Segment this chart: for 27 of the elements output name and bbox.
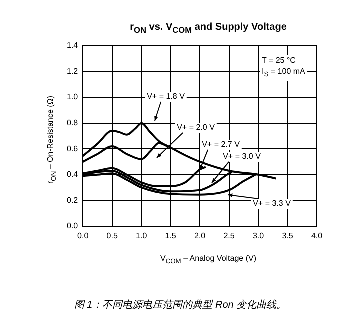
text: V+ = 2.7 V bbox=[202, 140, 241, 150]
x-axis-title: V$_{COM}$ – Analog Voltage (V) bbox=[159, 254, 258, 266]
x-tick-label: 0.0 bbox=[78, 231, 90, 240]
y-tick-label: 0.4 bbox=[66, 170, 79, 180]
x-tick-label: 2.5 bbox=[224, 231, 236, 240]
y-tick-label: 1.0 bbox=[66, 92, 79, 102]
x-tick-label: 1.0 bbox=[136, 231, 148, 240]
text: V+ = 1.8 V bbox=[147, 92, 186, 102]
y-tick-label: 0.6 bbox=[66, 144, 79, 154]
annotation: I$_{S}$ = 100 mA bbox=[262, 67, 306, 79]
chart-title: r$_{ON}$ vs. V$_{COM}$ and Supply Voltage bbox=[129, 22, 288, 35]
annotation: T = 25 °C bbox=[262, 56, 296, 65]
x-tick-label: 2.0 bbox=[194, 231, 206, 240]
y-tick-label: 0.8 bbox=[66, 118, 79, 128]
text: V+ = 2.0 V bbox=[177, 123, 216, 132]
x-tick-label: 1.5 bbox=[165, 231, 177, 240]
x-tick-label: 3.5 bbox=[282, 231, 294, 240]
y-tick-label: 1.4 bbox=[66, 41, 79, 50]
x-tick-label: 0.5 bbox=[106, 231, 118, 240]
y-tick-label: 0.0 bbox=[66, 222, 79, 231]
y-tick-label: 0.2 bbox=[66, 196, 79, 205]
y-tick-label: 1.2 bbox=[66, 66, 79, 76]
x-tick-label: 3.0 bbox=[252, 231, 265, 240]
x-tick-label: 4.0 bbox=[311, 231, 324, 240]
series-label: V+ = 3.0 V bbox=[223, 152, 262, 162]
text: V+ = 3.3 V bbox=[253, 199, 292, 208]
caption: 图 1：不同电源电压范围的典型 Ron 变化曲线。 bbox=[73, 298, 288, 312]
